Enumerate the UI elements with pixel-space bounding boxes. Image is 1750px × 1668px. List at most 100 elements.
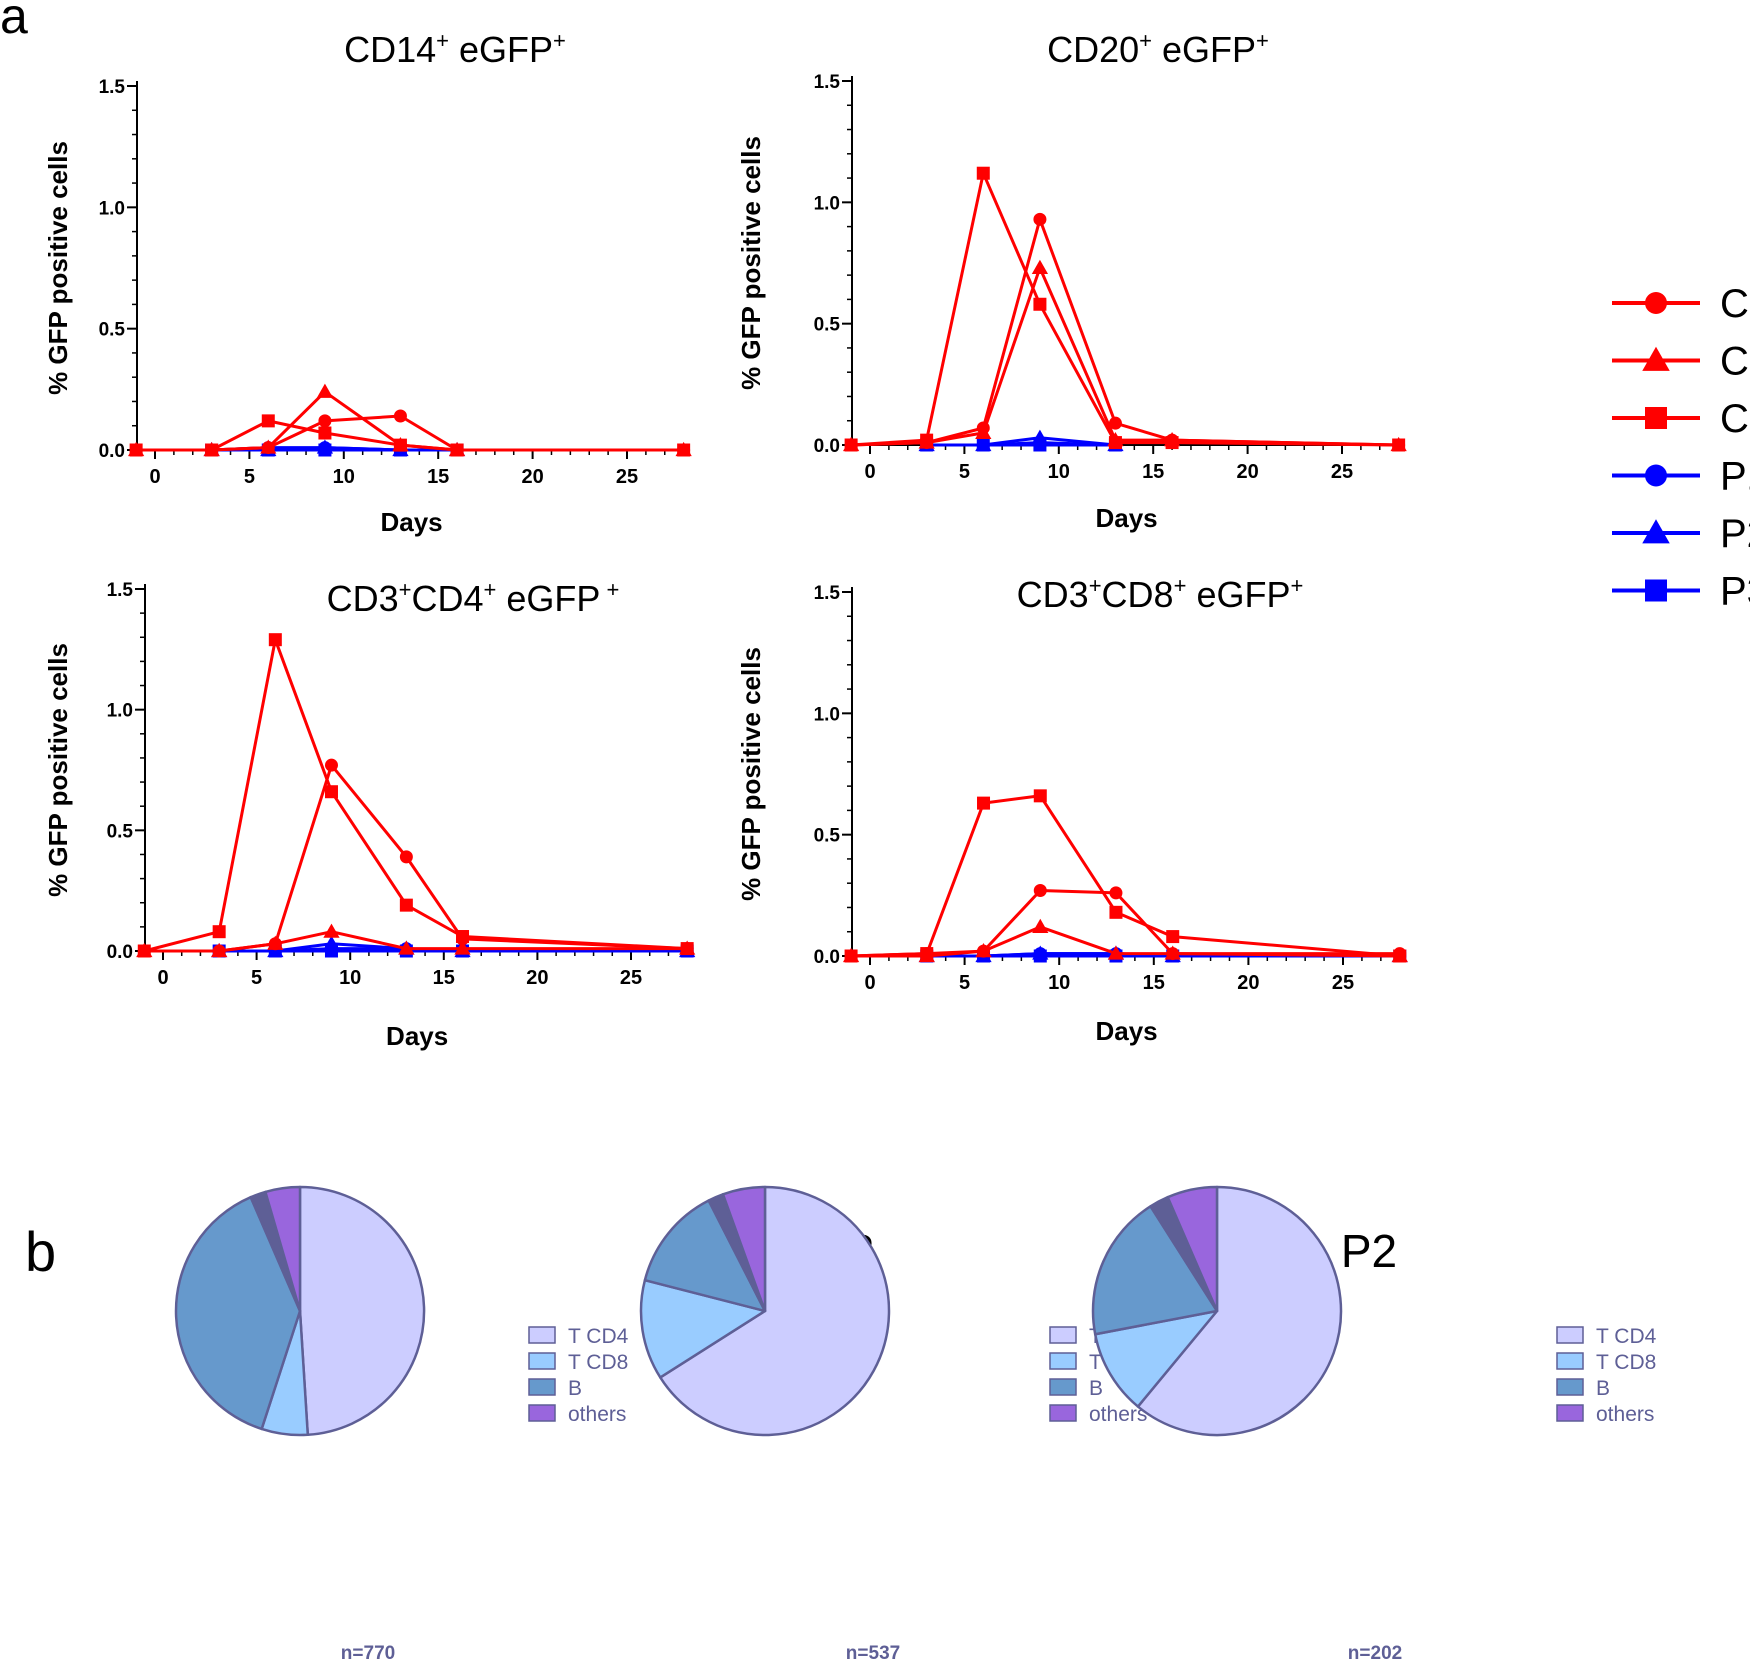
data-point-c3 [205, 443, 219, 457]
series-line-c1 [851, 889, 1400, 958]
x-tick-label: 15 [427, 466, 449, 488]
data-point-c2 [267, 935, 284, 950]
data-point-c3 [1165, 436, 1179, 450]
data-point-c3 [450, 443, 464, 457]
series-line-c3 [851, 171, 1399, 447]
title-part: CD3 [327, 578, 399, 619]
series-line-c3 [851, 794, 1400, 958]
pie-slice-b [1091, 1205, 1219, 1336]
x-tick-label: 25 [1331, 461, 1353, 483]
pie-legend-label: others [1089, 1403, 1147, 1426]
pie-slice-t-cd4 [659, 1185, 891, 1437]
legend-label: C2 [1720, 340, 1750, 384]
data-point-p3 [324, 944, 338, 958]
pie-slice-t-cd8 [639, 1278, 767, 1379]
legend-label: C1 [1720, 282, 1750, 326]
series-line-c3 [136, 419, 684, 452]
data-point-c1 [1109, 886, 1123, 900]
pie-legend-label: B [568, 1377, 582, 1400]
pie-n-label: n=537 [846, 1643, 900, 1664]
title-part: + [1139, 28, 1152, 53]
pie-legend-label: T CD4 [568, 1325, 629, 1348]
pie-legend-label: B [1596, 1377, 1610, 1400]
series-c2 [842, 259, 1407, 452]
chart-title: CD14+ eGFP+ [344, 28, 566, 70]
chart-title: CD3+CD4+ eGFP + [327, 577, 620, 619]
data-point-c3 [844, 438, 858, 452]
y-tick-label: 1.5 [814, 583, 841, 604]
data-point-c3 [456, 930, 470, 944]
pie-legend-label: T CD8 [568, 1351, 628, 1374]
data-point-c1 [1033, 883, 1047, 897]
y-axis-label: % GFP positive cells [736, 136, 766, 390]
panel-label-a: a [0, 0, 28, 44]
data-point-p3 [318, 443, 332, 457]
y-tick-label: 1.0 [814, 704, 840, 725]
line-chart-1: 0.0 0.5 1.0 1.5 0 5 10 15 20 25 Days % GFP positive… [43, 28, 692, 537]
title-part: + [1256, 28, 1269, 53]
y-tick-label: 0.0 [107, 942, 133, 963]
x-tick-label: 25 [616, 466, 638, 488]
pie-legend-swatch [528, 1352, 556, 1370]
x-tick-label: 25 [620, 967, 642, 989]
line-chart-2: 0.0 0.5 1.0 1.5 0 5 10 15 20 25 Days % GFP positive… [736, 28, 1407, 533]
title-part: + [1089, 573, 1102, 598]
title-part: eGFP [1152, 29, 1256, 70]
data-point-p3 [1033, 438, 1047, 452]
pie-legend-swatch [1556, 1378, 1584, 1396]
pie-legend-swatch [1556, 1404, 1584, 1422]
pie-legend-swatch [528, 1326, 556, 1344]
title-part: + [399, 577, 412, 602]
legend-label: P2 [1720, 512, 1750, 556]
data-point-c3 [393, 438, 407, 452]
data-point-c3 [920, 947, 934, 961]
data-point-c3 [1033, 297, 1047, 311]
pie-legend-label: T CD8 [1596, 1351, 1656, 1374]
legend-label: P3 [1720, 570, 1750, 614]
legend-item-c2: C2 [1612, 340, 1750, 384]
legend-marker-square [1645, 407, 1667, 429]
pie-slice-t-cd4 [1136, 1185, 1343, 1437]
data-point-c1 [399, 850, 413, 864]
line-charts: 0.0 0.5 1.0 1.5 0 5 10 15 20 25 Days % GFP positive… [43, 28, 1408, 1051]
data-point-c2 [260, 439, 277, 454]
series-c3 [129, 414, 691, 457]
title-part: CD4 [412, 578, 484, 619]
data-point-c3 [1392, 438, 1406, 452]
y-tick-label: 1.0 [814, 193, 840, 214]
series-line-c2 [851, 266, 1399, 447]
y-axis-label: % GFP positive cells [43, 141, 73, 395]
title-part: + [553, 28, 566, 53]
x-tick-label: 0 [864, 461, 875, 483]
pie-slice-b [174, 1195, 302, 1431]
pie-legend-label: T CD4 [1596, 1325, 1657, 1348]
data-point-c2 [398, 940, 415, 955]
title-part: CD14 [344, 29, 436, 70]
x-tick-label: 20 [1236, 461, 1258, 483]
data-point-c2 [1164, 945, 1181, 960]
panel-label-b: b [25, 1220, 56, 1283]
x-tick-label: 15 [1143, 972, 1165, 994]
x-axis-label: Days [380, 507, 442, 537]
series-line-c2 [851, 925, 1400, 958]
legend-label: P1 [1720, 455, 1750, 499]
data-point-c3 [977, 796, 991, 810]
y-axis-label: % GFP positive cells [43, 643, 73, 897]
y-tick-label: 1.5 [99, 77, 126, 98]
title-part: CD3 [1017, 574, 1089, 615]
pie-slice-t-cd8 [1093, 1309, 1219, 1408]
x-tick-label: 10 [1048, 461, 1070, 483]
legend-item-p1: P1 [1612, 455, 1750, 499]
series-legend: C1 C2 C3 P1 P2 P3 [1612, 282, 1750, 614]
data-point-c3 [318, 426, 332, 440]
legend-marker-triangle [1642, 519, 1670, 544]
legend-label: C3 [1720, 397, 1750, 441]
y-tick-label: 0.0 [814, 436, 840, 457]
title-part: eGFP [496, 578, 600, 619]
title-part: eGFP [449, 29, 553, 70]
title-part: + [484, 577, 497, 602]
